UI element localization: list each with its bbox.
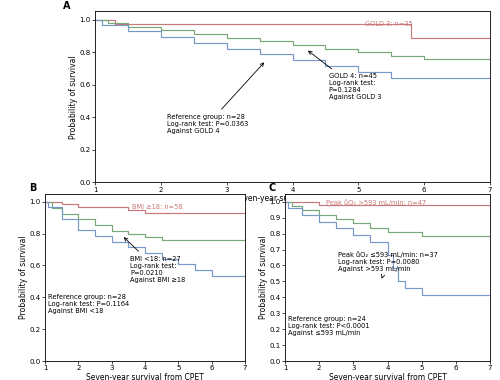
Text: Reference group: n=24
Log-rank test: P<0.0001
Against ≤593 mL/min: Reference group: n=24 Log-rank test: P<0… (288, 317, 369, 336)
Text: B: B (29, 183, 36, 193)
X-axis label: Seven-year survival from CPET: Seven-year survival from CPET (328, 372, 446, 380)
X-axis label: Seven-year survival from CPET: Seven-year survival from CPET (86, 372, 204, 380)
Y-axis label: Probability of survival: Probability of survival (69, 55, 78, 139)
Text: Reference group: n=28
Log-rank test: P=0.0363
Against GOLD 4: Reference group: n=28 Log-rank test: P=0… (168, 63, 264, 134)
Text: A: A (64, 1, 71, 11)
Text: GOLD 3: n=35: GOLD 3: n=35 (365, 21, 412, 27)
Text: C: C (268, 183, 276, 193)
Text: BMI <18: n=27
Log-rank test:
P=0.0210
Against BMI ≥18: BMI <18: n=27 Log-rank test: P=0.0210 Ag… (124, 238, 185, 283)
Y-axis label: Probability of survival: Probability of survival (259, 236, 268, 319)
Text: BMI ≥18: n=58: BMI ≥18: n=58 (132, 204, 182, 209)
Text: Reference group: n=28
Log-rank test: P=0.1164
Against BMI <18: Reference group: n=28 Log-rank test: P=0… (48, 294, 129, 314)
Text: GOLD 4: n=45
Log-rank test:
P=0.1284
Against GOLD 3: GOLD 4: n=45 Log-rank test: P=0.1284 Aga… (308, 51, 381, 100)
X-axis label: Seven-year survival from CPET: Seven-year survival from CPET (234, 194, 352, 203)
Text: Peak ṻO₂ ≤593 mL/min: n=37
Log-rank test: P=0.0080
Against >593 mL/min: Peak ṻO₂ ≤593 mL/min: n=37 Log-rank test… (338, 251, 438, 278)
Y-axis label: Probability of survival: Probability of survival (19, 236, 28, 319)
Text: Peak ṻO₂ >593 mL/min: n=47: Peak ṻO₂ >593 mL/min: n=47 (326, 199, 426, 206)
